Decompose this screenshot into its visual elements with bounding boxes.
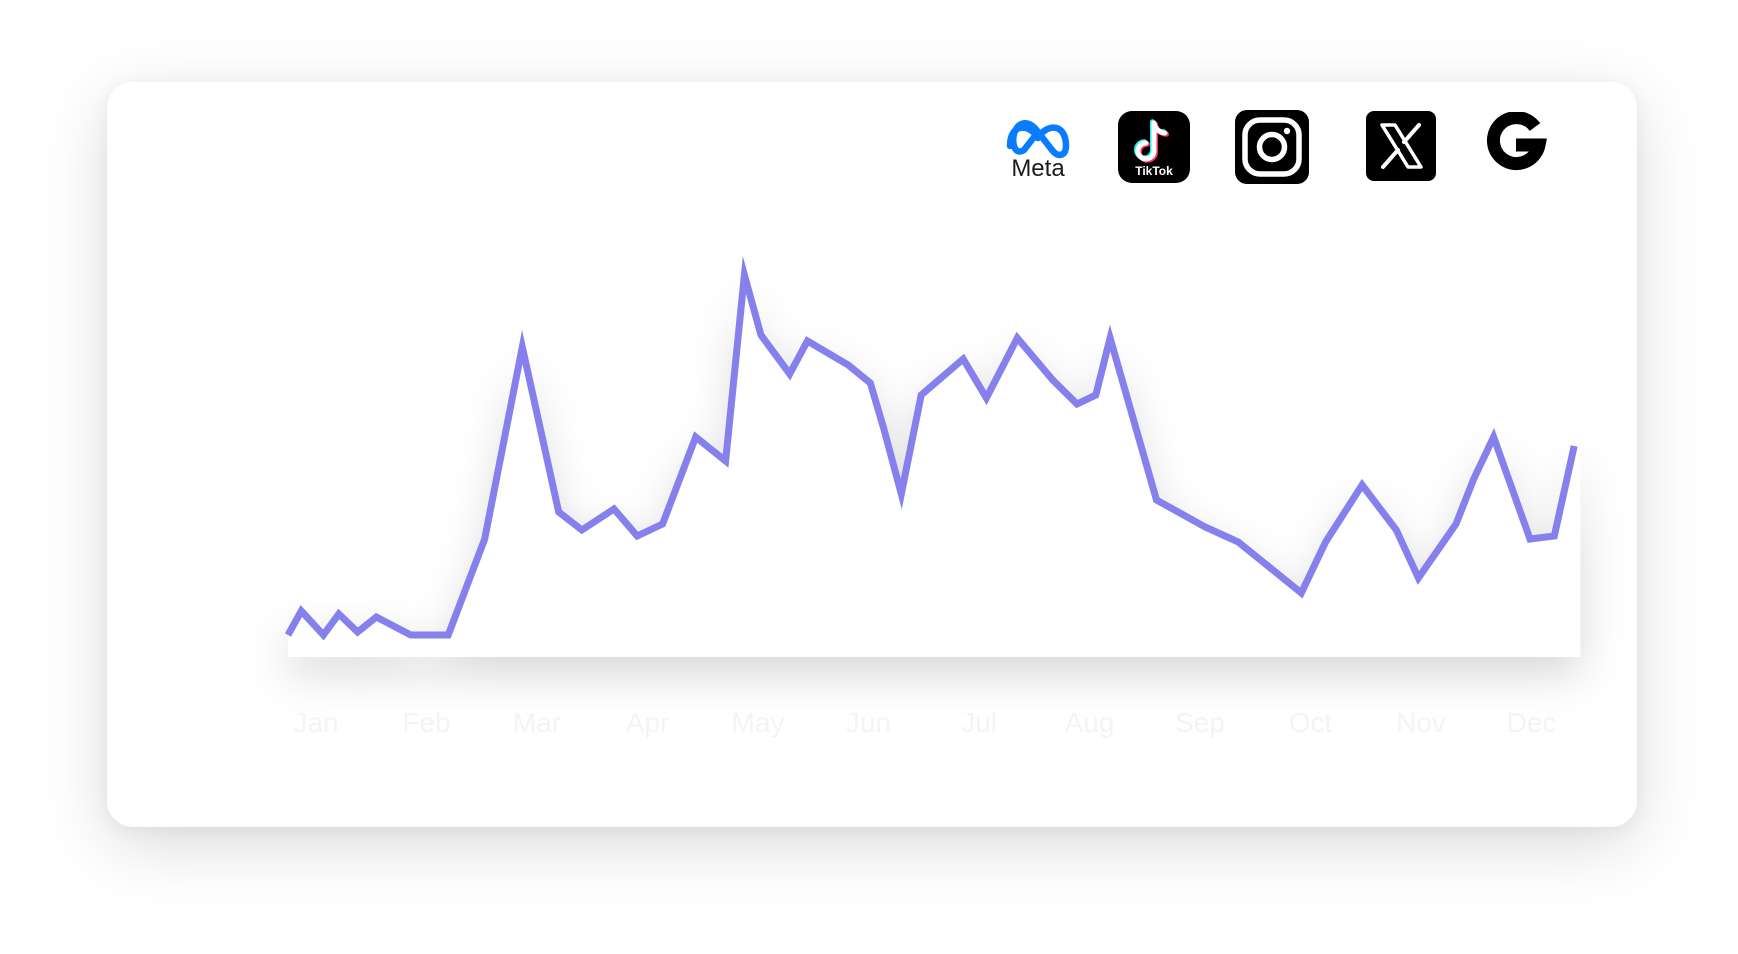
x-tick-label: Jun bbox=[846, 707, 891, 738]
x-tick-label: Mar bbox=[513, 707, 561, 738]
platform-logos: Meta TikTok bbox=[107, 82, 1637, 222]
tiktok-logo-icon: TikTok bbox=[1118, 111, 1190, 183]
x-tick-label: Apr bbox=[626, 707, 670, 738]
x-tick-label: Oct bbox=[1289, 707, 1333, 738]
x-tick-label: Feb bbox=[402, 707, 450, 738]
x-tick-label: Jan bbox=[293, 707, 338, 738]
instagram-logo-icon bbox=[1235, 110, 1309, 184]
meta-logo-icon: Meta bbox=[1006, 120, 1070, 180]
meta-logo-label: Meta bbox=[1011, 155, 1065, 180]
trend-card: Jan Feb Mar Apr May Jun Jul Aug Sep Oct Nov Dec Met… bbox=[107, 82, 1637, 827]
google-logo-icon bbox=[1486, 112, 1547, 171]
x-tick-label: May bbox=[732, 707, 785, 738]
x-tick-label: Dec bbox=[1507, 707, 1557, 738]
series-area-shadow bbox=[288, 275, 1581, 657]
tiktok-logo-label: TikTok bbox=[1135, 164, 1173, 178]
x-logo-icon bbox=[1366, 111, 1436, 181]
x-tick-label: Sep bbox=[1175, 707, 1225, 738]
x-tick-label: Jul bbox=[961, 707, 997, 738]
trend-line-chart: Jan Feb Mar Apr May Jun Jul Aug Sep Oct Nov Dec bbox=[284, 255, 1581, 738]
x-tick-label: Aug bbox=[1065, 707, 1115, 738]
x-tick-label: Nov bbox=[1396, 707, 1446, 738]
series-line bbox=[284, 255, 1578, 641]
